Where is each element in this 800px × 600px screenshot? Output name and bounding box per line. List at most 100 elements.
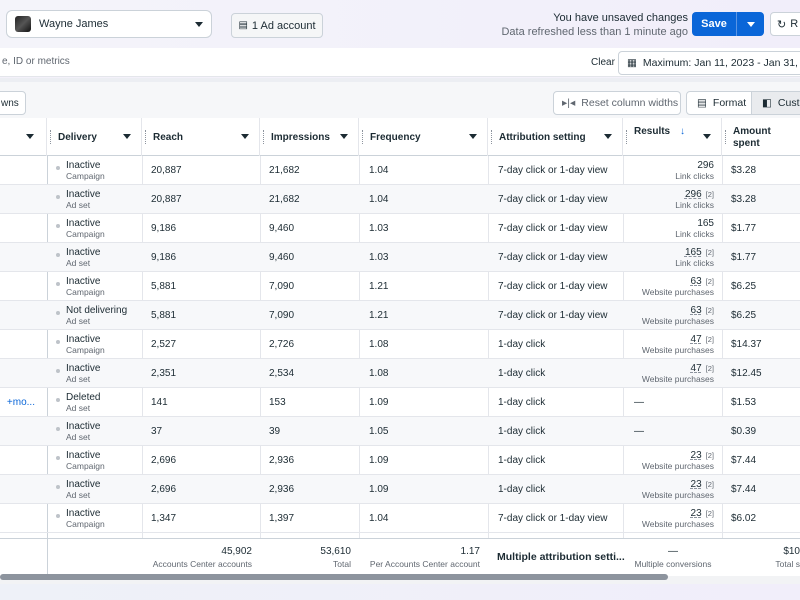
search-input[interactable]: e, ID or metrics <box>2 56 70 67</box>
row-name-cell[interactable]: +mo... <box>0 388 47 417</box>
result-footnote-badge[interactable]: [2] <box>705 305 714 315</box>
amount-spent-cell: $6.02 <box>731 513 757 524</box>
column-header-frequency[interactable]: Frequency <box>360 118 488 156</box>
result-value[interactable]: 47 <box>690 333 702 345</box>
table-row[interactable]: Inactive Ad set 2,351 2,534 1.08 1-day click 4… <box>0 359 800 388</box>
result-value-line: — <box>634 397 644 408</box>
result-footnote-badge[interactable]: [2] <box>705 276 714 286</box>
result-value[interactable]: 63 <box>690 275 702 287</box>
row-name-link[interactable]: +mo... <box>6 397 35 408</box>
drag-handle-icon[interactable] <box>263 130 265 144</box>
delivery-level: Ad set <box>66 315 91 326</box>
date-range-picker[interactable]: ▦ Maximum: Jan 11, 2023 - Jan 31, 20 <box>618 51 800 75</box>
table-row[interactable]: Not delivering Ad set 5,881 7,090 1.21 7-day … <box>0 301 800 330</box>
table-row[interactable]: Inactive Ad set 2,696 2,936 1.09 1-day click 2… <box>0 475 800 504</box>
refresh-button[interactable]: ↻ R <box>770 12 800 36</box>
footer-results-label: Multiple conversions <box>634 559 712 569</box>
footer-amount-spent: $10 Total s <box>723 539 800 577</box>
table-row[interactable]: Inactive Ad set 37 39 1.05 1-day click — $0.39 <box>0 417 800 446</box>
column-header-reach[interactable]: Reach <box>143 118 260 156</box>
result-value-line: 63 [2] <box>691 305 714 316</box>
amount-spent-cell: $7.44 <box>731 455 757 466</box>
row-name-cell[interactable] <box>0 272 47 301</box>
column-header-amount-spent[interactable]: Amount spent <box>723 118 800 156</box>
result-value[interactable]: 165 <box>684 246 702 258</box>
drag-handle-icon[interactable] <box>145 130 147 144</box>
row-name-cell[interactable] <box>0 156 47 185</box>
result-value[interactable]: 23 <box>690 478 702 490</box>
table-row[interactable]: Inactive Campaign 20,887 21,682 1.04 7-day cl… <box>0 156 800 185</box>
table-row[interactable]: Inactive Campaign 9,186 9,460 1.03 7-day clic… <box>0 214 800 243</box>
drag-handle-icon[interactable] <box>725 130 727 144</box>
drag-handle-icon[interactable] <box>50 130 52 144</box>
impressions-cell: 153 <box>269 397 286 408</box>
row-name-cell[interactable] <box>0 446 47 475</box>
table-row[interactable]: Inactive Campaign 2,696 2,936 1.09 1-day clic… <box>0 446 800 475</box>
row-name-cell[interactable] <box>0 185 47 214</box>
reach-cell: 20,887 <box>151 194 182 205</box>
row-name-cell[interactable] <box>0 301 47 330</box>
save-button[interactable]: Save <box>692 12 736 36</box>
delivery-level: Campaign <box>66 344 105 355</box>
frequency-cell: 1.05 <box>369 426 389 437</box>
avatar <box>15 16 31 32</box>
column-header-results[interactable]: Results ↓ <box>624 118 722 156</box>
amount-spent-cell: $14.37 <box>731 339 762 350</box>
sort-descending-icon[interactable]: ↓ <box>680 126 685 137</box>
drag-handle-icon[interactable] <box>491 130 493 144</box>
frequency-header-label: Frequency <box>370 131 421 143</box>
horizontal-scrollbar-thumb[interactable] <box>0 574 668 580</box>
format-button[interactable]: ▤ Format <box>686 91 752 115</box>
result-value[interactable]: 23 <box>690 507 702 519</box>
row-name-cell[interactable] <box>0 330 47 359</box>
attribution-cell: 1-day click <box>498 484 546 495</box>
drag-handle-icon[interactable] <box>626 130 628 144</box>
result-type: Website purchases <box>641 489 714 500</box>
row-name-cell[interactable] <box>0 417 47 446</box>
delivery-status: Inactive <box>66 478 101 490</box>
row-name-cell[interactable] <box>0 243 47 272</box>
table-row[interactable]: Inactive Ad set 9,186 9,460 1.03 7-day click … <box>0 243 800 272</box>
attribution-cell: 1-day click <box>498 368 546 379</box>
breakdowns-button[interactable]: wns <box>0 91 26 115</box>
row-name-cell[interactable] <box>0 504 47 533</box>
column-header-name[interactable] <box>0 118 47 156</box>
result-footnote-badge[interactable]: [2] <box>705 363 714 373</box>
result-footnote-badge[interactable]: [2] <box>705 247 714 257</box>
delivery-cell: Inactive Campaign <box>48 446 142 475</box>
result-value[interactable]: 23 <box>690 449 702 461</box>
table-row[interactable]: Inactive Campaign 1,347 1,397 1.04 7-day clic… <box>0 504 800 533</box>
result-type: Link clicks <box>675 257 714 268</box>
table-row[interactable]: Inactive Campaign 5,881 7,090 1.21 7-day clic… <box>0 272 800 301</box>
amount-spent-cell: $6.25 <box>731 281 757 292</box>
table-row[interactable]: Inactive Ad set 20,887 21,682 1.04 7-day clic… <box>0 185 800 214</box>
table-row[interactable]: Inactive Campaign 2,527 2,726 1.08 1-day clic… <box>0 330 800 359</box>
result-footnote-badge[interactable]: [2] <box>705 334 714 344</box>
delivery-level: Ad set <box>66 199 91 210</box>
result-footnote-badge[interactable]: [2] <box>705 508 714 518</box>
drag-handle-icon[interactable] <box>362 130 364 144</box>
results-cell: 23 [2] Website purchases <box>624 475 722 504</box>
clear-button[interactable]: Clear <box>591 57 615 68</box>
account-selector[interactable]: Wayne James <box>6 10 212 38</box>
horizontal-scrollbar-track[interactable] <box>0 576 800 584</box>
row-name-cell[interactable] <box>0 475 47 504</box>
reset-column-widths-button[interactable]: ▸|◂ Reset column widths <box>553 91 681 115</box>
customize-columns-button[interactable]: ◧ Cust <box>752 91 800 115</box>
result-footnote-badge[interactable]: [2] <box>705 479 714 489</box>
result-value[interactable]: 296 <box>684 188 702 200</box>
result-footnote-badge[interactable]: [2] <box>705 450 714 460</box>
amount-spent-cell: $6.25 <box>731 310 757 321</box>
result-footnote-badge[interactable]: [2] <box>705 189 714 199</box>
row-name-cell[interactable] <box>0 359 47 388</box>
ad-account-button[interactable]: ▤ 1 Ad account <box>231 13 323 38</box>
save-options-button[interactable] <box>736 12 764 36</box>
result-value[interactable]: 47 <box>690 362 702 374</box>
result-value[interactable]: 63 <box>690 304 702 316</box>
column-header-attribution[interactable]: Attribution setting <box>489 118 623 156</box>
table-row[interactable]: +mo... Deleted Ad set 141 153 1.09 1-day click… <box>0 388 800 417</box>
delivery-level: Campaign <box>66 460 105 471</box>
column-header-impressions[interactable]: Impressions <box>261 118 359 156</box>
column-header-delivery[interactable]: Delivery <box>48 118 142 156</box>
row-name-cell[interactable] <box>0 214 47 243</box>
